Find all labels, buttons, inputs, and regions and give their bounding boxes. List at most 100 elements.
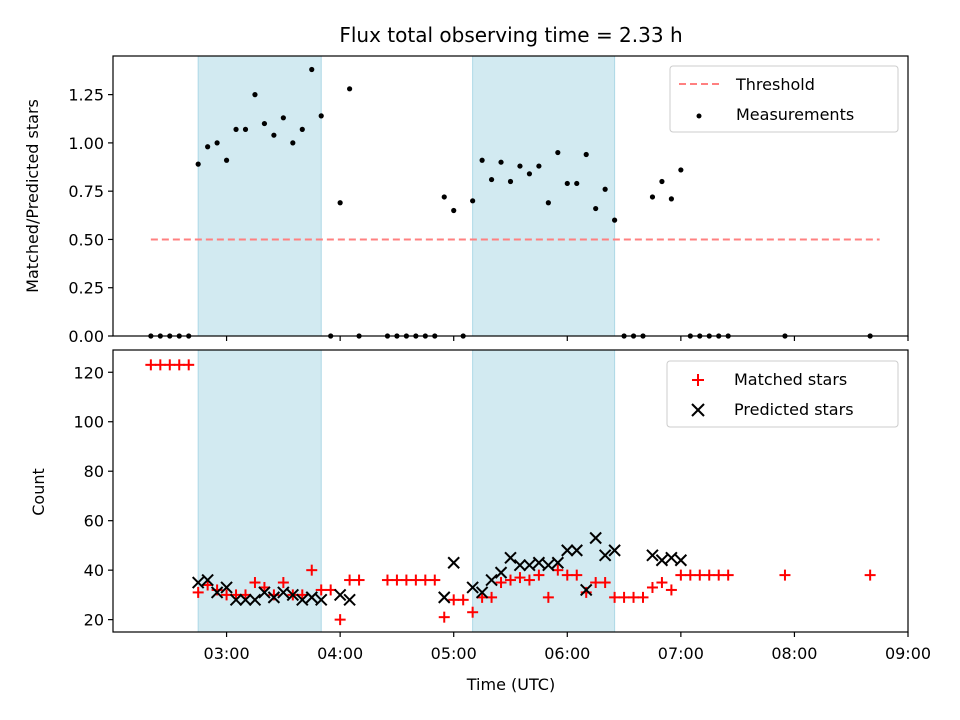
- measurement-point: [347, 86, 353, 92]
- predicted-star-point: [504, 551, 517, 564]
- measurement-point: [668, 196, 674, 202]
- predicted-star-point: [258, 586, 271, 599]
- bottom-axes-frame: [112, 349, 909, 633]
- predicted-star-point: [513, 559, 527, 572]
- measurement-point: [261, 120, 268, 127]
- predicted-stars-legend-label: Predicted stars: [734, 400, 854, 419]
- y-tick-label: 1.00: [68, 134, 104, 153]
- matched-stars-points: [145, 359, 876, 626]
- measurement-point: [517, 163, 523, 169]
- y-tick-label: 0.50: [68, 230, 104, 249]
- measurement-point: [195, 161, 201, 167]
- x-tick-label: 09:00: [885, 644, 931, 663]
- matched-star-point: [306, 564, 318, 576]
- predicted-star-point: [220, 581, 233, 594]
- bottom-legend-box: [666, 360, 899, 428]
- measurement-point: [271, 132, 277, 138]
- predicted-star-point: [201, 573, 214, 587]
- predicted-stars-legend-icon: [691, 403, 705, 417]
- matched-star-point: [779, 569, 791, 581]
- predicted-star-point: [305, 591, 318, 604]
- measurement-point: [488, 176, 495, 183]
- matched-star-point: [646, 581, 658, 593]
- matched-stars-legend-label: Matched stars: [734, 370, 847, 389]
- shaded-interval: [197, 349, 322, 633]
- measurements-legend-icon: [696, 113, 702, 119]
- matched-star-point: [523, 574, 535, 586]
- matched-star-point: [571, 569, 583, 581]
- predicted-star-point: [315, 593, 328, 607]
- predicted-star-point: [542, 559, 555, 572]
- matched-star-point: [410, 574, 422, 586]
- measurement-point: [280, 115, 286, 121]
- bottom-panel: 20 40 60 80 100 120 03:00 04:00 05:00 06:00 07:00…: [29, 349, 931, 694]
- predicted-star-point: [561, 544, 574, 557]
- predicted-star-point: [296, 593, 309, 607]
- predicted-star-point: [191, 576, 205, 589]
- measurement-point: [233, 126, 239, 132]
- predicted-star-point: [210, 586, 224, 599]
- matched-star-point: [391, 574, 403, 586]
- threshold-legend-label: Threshold: [735, 75, 815, 94]
- x-tick-label: 06:00: [544, 644, 590, 663]
- measurement-point: [678, 167, 684, 173]
- predicted-star-point: [277, 586, 290, 599]
- matched-star-point: [533, 569, 545, 581]
- predicted-star-point: [532, 556, 546, 569]
- top-axes-frame: [112, 55, 909, 337]
- matched-star-point: [334, 614, 346, 626]
- predicted-star-point: [333, 588, 347, 602]
- measurement-point: [564, 180, 570, 187]
- matched-star-point: [457, 594, 469, 606]
- matched-star-point: [419, 574, 431, 586]
- matched-star-point: [400, 574, 412, 586]
- y-tick-label: 0.25: [68, 279, 104, 298]
- matched-star-point: [277, 577, 289, 589]
- top-panel: 0.00 0.25 0.50 0.75 1.00 1.25 Matched/Predict…: [23, 55, 909, 346]
- bottom-y-axis-label: Count: [29, 468, 48, 516]
- measurement-point: [252, 92, 258, 98]
- predicted-star-point: [674, 554, 688, 567]
- matched-star-point: [467, 606, 479, 618]
- matched-star-point: [694, 569, 706, 581]
- matched-star-point: [561, 569, 573, 581]
- measurement-point: [470, 198, 476, 204]
- matched-star-point: [192, 586, 204, 598]
- measurement-point: [574, 180, 580, 187]
- y-tick-label: 120: [73, 363, 104, 382]
- predicted-star-point: [646, 549, 659, 562]
- predicted-star-point: [239, 593, 252, 607]
- predicted-star-point: [438, 591, 451, 604]
- matched-star-point: [703, 569, 715, 581]
- predicted-star-point: [267, 591, 281, 604]
- measurements-legend-label: Measurements: [736, 105, 854, 124]
- y-tick-label: 80: [84, 462, 104, 481]
- measurement-point: [555, 149, 561, 156]
- matched-star-point: [249, 577, 261, 589]
- top-x-ticks: [225, 336, 909, 341]
- bottom-y-ticks: 20 40 60 80 100 120: [73, 363, 113, 630]
- measurement-point: [299, 126, 305, 132]
- top-y-ticks: 0.00 0.25 0.50 0.75 1.00 1.25: [68, 86, 113, 346]
- matched-star-point: [438, 611, 450, 623]
- matched-star-point: [154, 359, 166, 371]
- shaded-interval: [472, 349, 616, 633]
- matched-star-point: [183, 359, 195, 371]
- matched-star-point: [429, 574, 441, 586]
- matched-star-point: [684, 569, 696, 581]
- matched-star-point: [713, 569, 725, 581]
- y-tick-label: 60: [84, 512, 104, 531]
- matched-star-point: [618, 591, 630, 603]
- shaded-interval: [472, 55, 616, 337]
- y-tick-label: 40: [84, 561, 104, 580]
- bottom-legend: Matched stars Predicted stars: [666, 360, 899, 428]
- predicted-star-point: [286, 588, 300, 602]
- matched-star-point: [637, 591, 649, 603]
- x-tick-label: 07:00: [658, 644, 704, 663]
- matched-star-point: [599, 577, 611, 589]
- top-legend: Threshold Measurements: [669, 65, 899, 133]
- predicted-star-point: [523, 559, 536, 572]
- predicted-star-point: [570, 544, 583, 557]
- measurement-point: [545, 200, 551, 206]
